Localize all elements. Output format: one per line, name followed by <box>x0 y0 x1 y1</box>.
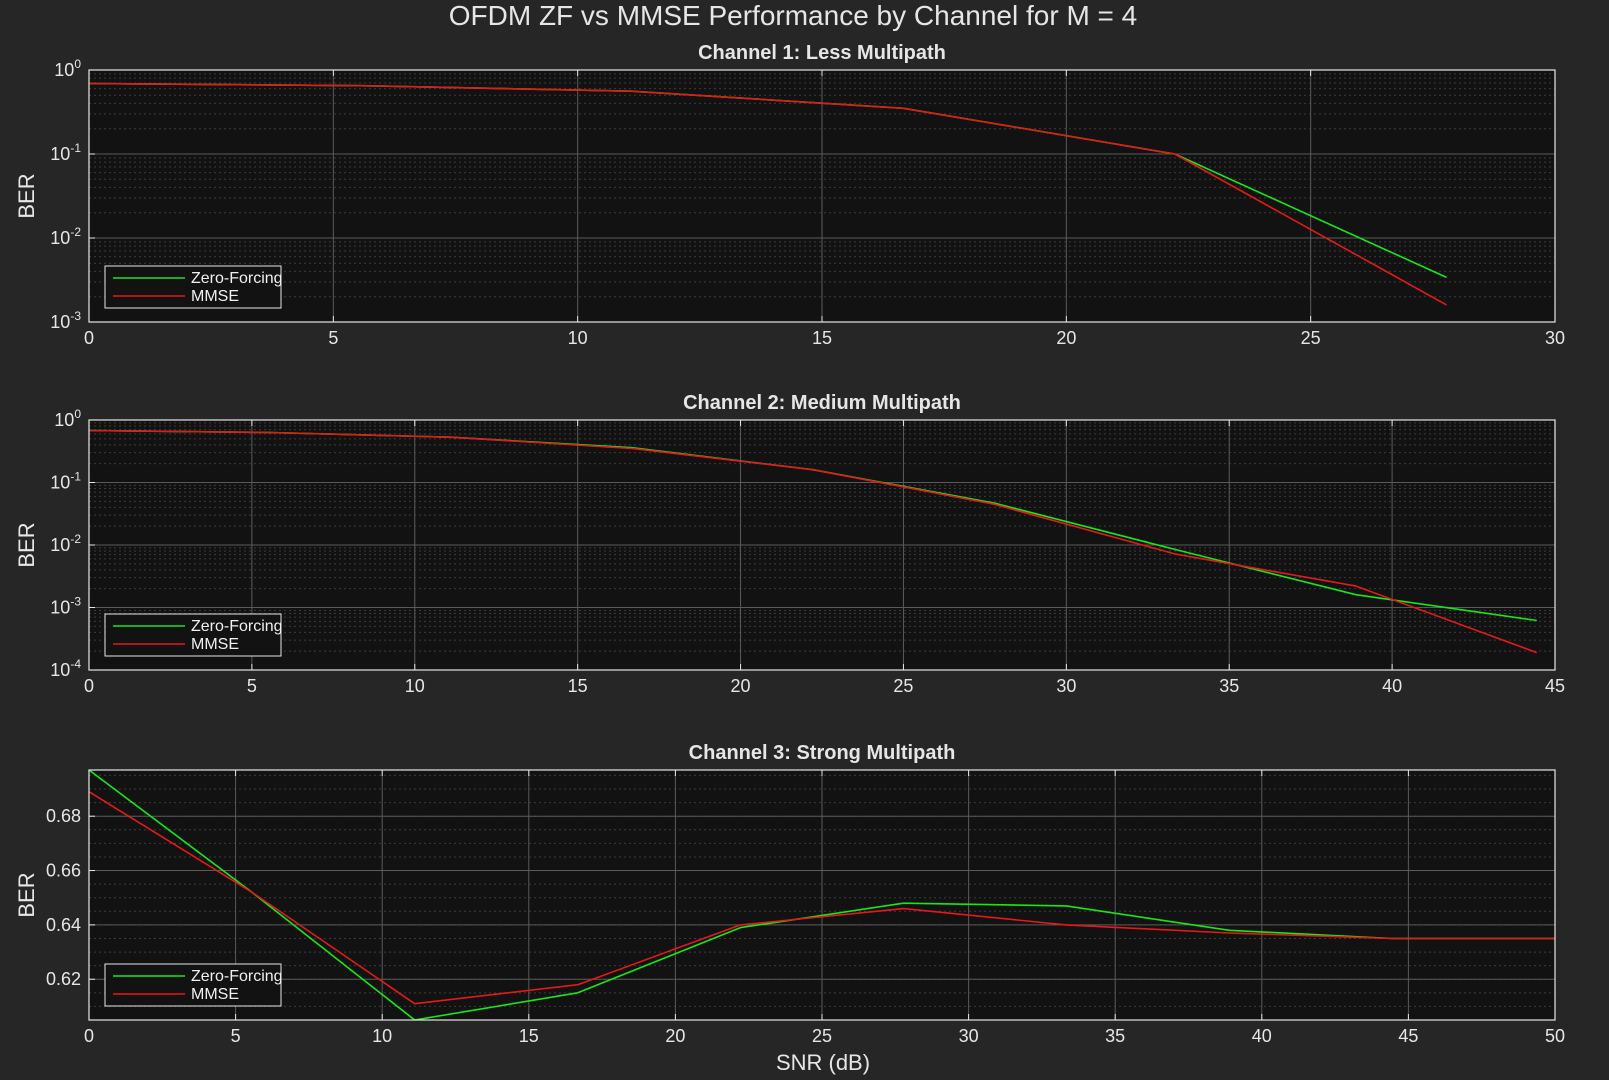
legend-box <box>104 963 282 1007</box>
x-tick-label: 10 <box>568 328 588 348</box>
y-tick-label: 10-4 <box>50 657 81 680</box>
subplot-title: Channel 1: Less Multipath <box>698 42 946 64</box>
y-tick-label: 10-3 <box>50 595 81 618</box>
x-tick-label: 0 <box>84 676 94 696</box>
series-group <box>89 770 1555 1020</box>
x-tick-label: 20 <box>731 676 751 696</box>
subplot-1: 0 5 10 15 20 25 30 100 10-1 10-2 10-3 Channel 1: Le… <box>14 42 1565 348</box>
x-tick-label: 30 <box>1056 676 1076 696</box>
axes-frame <box>88 69 1556 323</box>
grid <box>88 770 1556 1021</box>
y-tick-label: 0.64 <box>46 915 81 935</box>
x-tick-label: 0 <box>84 328 94 348</box>
y-tick-label: 10-1 <box>50 141 81 164</box>
x-tick-label: 15 <box>812 328 832 348</box>
figure-title: OFDM ZF vs MMSE Performance by Channel f… <box>449 0 1138 31</box>
y-axis-label: BER <box>14 522 39 567</box>
series-line-mmse <box>89 791 1555 1005</box>
axes-frame <box>88 769 1556 1021</box>
x-tick-label: 20 <box>1056 328 1076 348</box>
x-tick-label: 30 <box>1545 328 1565 348</box>
y-tick-label: 0.66 <box>46 861 81 881</box>
x-tick-label: 45 <box>1545 676 1565 696</box>
x-tick-label: 25 <box>893 676 913 696</box>
x-tick-label: 5 <box>328 328 338 348</box>
y-axis-label: BER <box>14 173 39 218</box>
x-tick-label: 40 <box>1382 676 1402 696</box>
y-tick-label: 10-3 <box>50 309 81 332</box>
x-tick-label: 0 <box>84 1026 94 1046</box>
legend-entry: MMSE <box>191 986 239 1003</box>
y-axis-label: BER <box>14 872 39 917</box>
legend-box <box>104 265 282 309</box>
y-tick-label: 10-2 <box>50 532 81 555</box>
series-line-zero-forcing <box>89 770 1555 1020</box>
series-line-mmse <box>89 82 1447 306</box>
x-tick-label: 15 <box>568 676 588 696</box>
subplot-3: 0 5 10 15 20 25 30 35 40 45 50 0.62 0.64 0.66 0.68 Chan… <box>14 742 1565 1046</box>
x-tick-label: 35 <box>1219 676 1239 696</box>
x-tick-label: 15 <box>519 1026 539 1046</box>
x-tick-label: 20 <box>665 1026 685 1046</box>
legend-entry: Zero-Forcing <box>191 968 283 985</box>
x-tick-label: 10 <box>372 1026 392 1046</box>
x-tick-label: 5 <box>247 676 257 696</box>
series-group <box>89 82 1447 306</box>
legend-entry: Zero-Forcing <box>191 618 283 635</box>
subplot-title: Channel 2: Medium Multipath <box>683 392 961 414</box>
subplot-title: Channel 3: Strong Multipath <box>689 742 956 764</box>
legend-entry: MMSE <box>191 636 239 653</box>
x-tick-label: 25 <box>812 1026 832 1046</box>
legend-box <box>104 613 282 657</box>
y-tick-label: 0.62 <box>46 969 81 989</box>
x-tick-label: 30 <box>959 1026 979 1046</box>
y-tick-label: 0.68 <box>46 806 81 826</box>
x-tick-label: 10 <box>405 676 425 696</box>
series-line-mmse <box>89 429 1538 654</box>
legend-entry: Zero-Forcing <box>191 270 283 287</box>
x-tick-label: 35 <box>1105 1026 1125 1046</box>
x-tick-label: 45 <box>1398 1026 1418 1046</box>
y-tick-label: 100 <box>54 407 81 430</box>
y-tick-label: 100 <box>54 57 81 80</box>
x-axis-label: SNR (dB) <box>776 1050 870 1075</box>
legend-entry: MMSE <box>191 288 239 305</box>
y-tick-label: 10-1 <box>50 470 81 493</box>
y-tick-label: 10-2 <box>50 225 81 248</box>
x-tick-label: 5 <box>231 1026 241 1046</box>
x-tick-label: 25 <box>1301 328 1321 348</box>
axes-frame <box>88 419 1556 671</box>
series-group <box>89 429 1538 654</box>
x-tick-label: 40 <box>1252 1026 1272 1046</box>
subplot-2: 0 5 10 15 20 25 30 35 40 45 100 10-1 10-2 10-3 10-4 Cha… <box>14 392 1565 696</box>
x-tick-label: 50 <box>1545 1026 1565 1046</box>
